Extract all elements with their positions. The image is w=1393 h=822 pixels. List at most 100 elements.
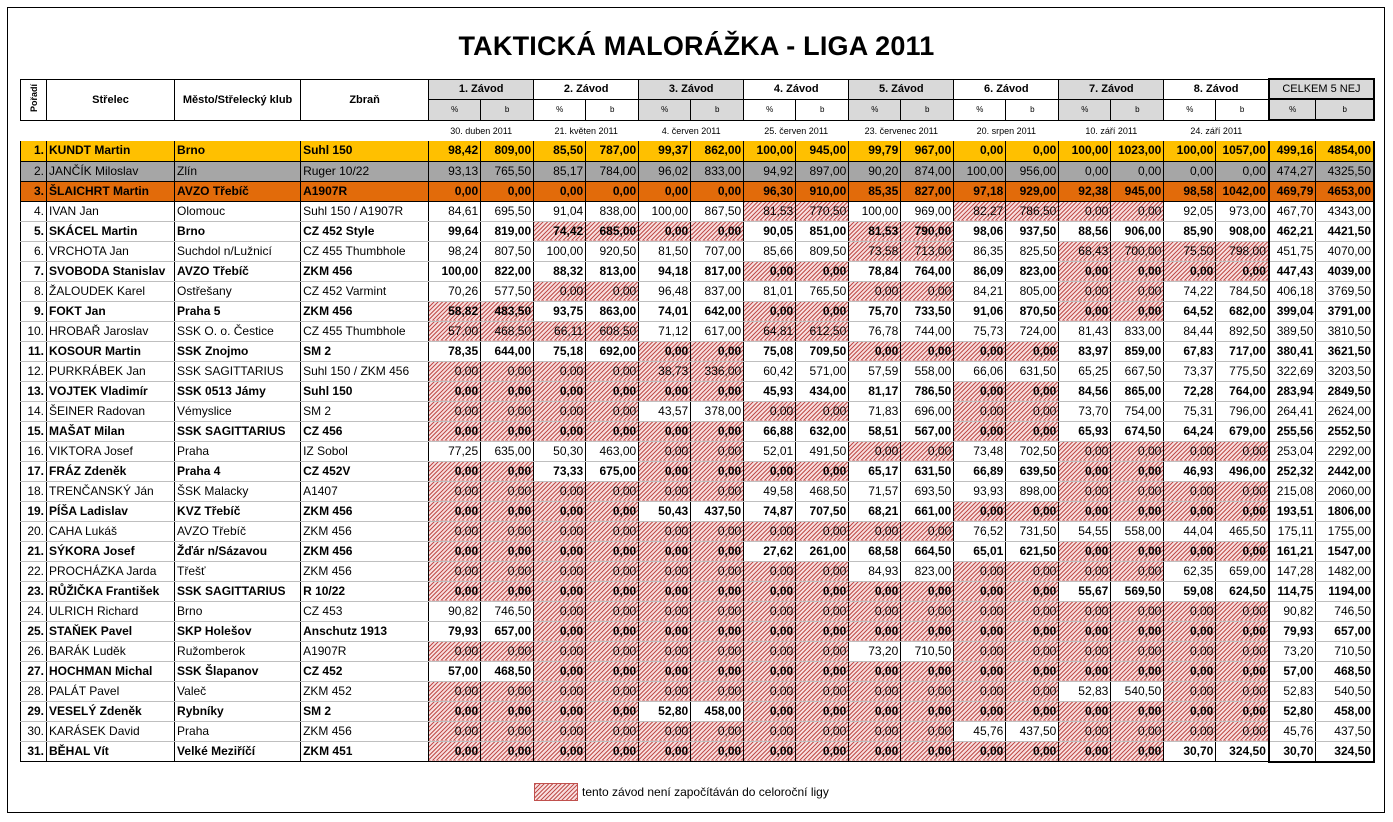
round-6-percent-cell: 66,06 bbox=[953, 361, 1007, 382]
table-row: 12. PURKRÁBEK Jan SSK SAGITTARIUS Suhl 150 … bbox=[20, 361, 1376, 382]
round-1-percent-cell: 0,00 bbox=[428, 741, 482, 762]
round-6-percent-cell: 75,73 bbox=[953, 321, 1007, 342]
club-cell: Žďár n/Sázavou bbox=[174, 541, 302, 562]
round-2-points-cell: 838,00 bbox=[585, 201, 640, 222]
round-8-points-cell: 682,00 bbox=[1215, 301, 1270, 322]
round-5-points-cell: 967,00 bbox=[900, 141, 955, 162]
rank-cell: 20. bbox=[20, 521, 47, 542]
table-row: 22. PROCHÁZKA Jarda Třešť ZKM 456 0,00 0,00 0,… bbox=[20, 561, 1376, 582]
round-1-points-cell: 657,00 bbox=[480, 621, 535, 642]
club-cell: SSK SAGITTARIUS bbox=[174, 361, 302, 382]
club-header: Město/Střelecký klub bbox=[174, 78, 302, 121]
round-2-percent-cell: 0,00 bbox=[533, 401, 587, 422]
weapon-cell: SM 2 bbox=[300, 701, 430, 722]
round-7-percent-cell: 88,56 bbox=[1058, 221, 1112, 242]
round-3-percent-cell: 0,00 bbox=[638, 441, 692, 462]
round-4-points-cell: 709,50 bbox=[795, 341, 850, 362]
round-3-points-cell: 707,00 bbox=[690, 241, 745, 262]
round-1-percent-cell: 70,26 bbox=[428, 281, 482, 302]
shooter-cell: TRENČANSKÝ Ján bbox=[45, 481, 176, 502]
round-3-percent-cell: 0,00 bbox=[638, 561, 692, 582]
rank-cell: 4. bbox=[20, 201, 47, 222]
round-5-percent-cell: 0,00 bbox=[848, 621, 902, 642]
round-2-points-cell: 685,00 bbox=[585, 221, 640, 242]
total-percent-cell: 283,94 bbox=[1267, 381, 1317, 402]
round-4-percent-cell: 27,62 bbox=[743, 541, 797, 562]
round-7-percent-cell: 65,25 bbox=[1058, 361, 1112, 382]
round-6-points-cell: 870,50 bbox=[1005, 301, 1060, 322]
round-1-percent-cell: 79,93 bbox=[428, 621, 482, 642]
shooter-cell: SÝKORA Josef bbox=[45, 541, 176, 562]
total-points-cell: 540,50 bbox=[1315, 681, 1376, 702]
total-percent-cell: 45,76 bbox=[1267, 721, 1317, 742]
round-7-percent-cell: 0,00 bbox=[1058, 721, 1112, 742]
rank-cell: 25. bbox=[20, 621, 47, 642]
total-percent-cell: 79,93 bbox=[1267, 621, 1317, 642]
round-5-percent-cell: 0,00 bbox=[848, 661, 902, 682]
round-1-points-cell: 644,00 bbox=[480, 341, 535, 362]
round-1-percent-cell: 0,00 bbox=[428, 461, 482, 482]
round-6-points-cell: 0,00 bbox=[1005, 381, 1060, 402]
round-7-points-cell: 667,50 bbox=[1110, 361, 1165, 382]
round-5-points-cell: 0,00 bbox=[900, 681, 955, 702]
round-3-percent-cell: 74,01 bbox=[638, 301, 692, 322]
round-6-percent-cell: 0,00 bbox=[953, 661, 1007, 682]
round-6-points-cell: 937,50 bbox=[1005, 221, 1060, 242]
round-2-percent-cell: 0,00 bbox=[533, 721, 587, 742]
rank-cell: 19. bbox=[20, 501, 47, 522]
total-points-cell: 4653,00 bbox=[1315, 181, 1376, 202]
round-8-points-cell: 908,00 bbox=[1215, 221, 1270, 242]
total-percent-cell: 57,00 bbox=[1267, 661, 1317, 682]
round-8-percent-cell: 0,00 bbox=[1163, 541, 1217, 562]
rank-cell: 8. bbox=[20, 281, 47, 302]
dates-spacer bbox=[21, 120, 429, 141]
round-6-points-cell: 0,00 bbox=[1005, 601, 1060, 622]
round-1-percent-cell: 0,00 bbox=[428, 561, 482, 582]
shooter-cell: KOSOUR Martin bbox=[45, 341, 176, 362]
round-8-percent-cell: 0,00 bbox=[1163, 261, 1217, 282]
round-7-percent-cell: 55,67 bbox=[1058, 581, 1112, 602]
shooter-cell: CAHA Lukáš bbox=[45, 521, 176, 542]
round-4-percent-cell: 52,01 bbox=[743, 441, 797, 462]
round-6-points-cell: 0,00 bbox=[1005, 701, 1060, 722]
round-4-percent-cell: 0,00 bbox=[743, 661, 797, 682]
shooter-cell: IVAN Jan bbox=[45, 201, 176, 222]
round-8-points-cell: 796,00 bbox=[1215, 401, 1270, 422]
round-4-points-cell: 612,50 bbox=[795, 321, 850, 342]
round-7-points-cell: 0,00 bbox=[1110, 721, 1165, 742]
round-2-percent-cell: 73,33 bbox=[533, 461, 587, 482]
round-1-points-cell: 468,50 bbox=[480, 661, 535, 682]
round-3-points-cell: 458,00 bbox=[690, 701, 745, 722]
total-percent-cell: 252,32 bbox=[1267, 461, 1317, 482]
round-5-percent-cell: 68,58 bbox=[848, 541, 902, 562]
round-6-points-cell: 621,50 bbox=[1005, 541, 1060, 562]
round-7-points-cell: 859,00 bbox=[1110, 341, 1165, 362]
round-1-points-cell: 635,00 bbox=[480, 441, 535, 462]
round-8-points-cell: 659,00 bbox=[1215, 561, 1270, 582]
round-3-percent-cell: 38,73 bbox=[638, 361, 692, 382]
round-4-percent-cell: 45,93 bbox=[743, 381, 797, 402]
total-percent-cell: 52,80 bbox=[1267, 701, 1317, 722]
round-3-points-cell: 0,00 bbox=[690, 681, 745, 702]
round-4-points-cell: 0,00 bbox=[795, 461, 850, 482]
table-row: 16. VIKTORA Josef Praha IZ Sobol 77,25 635,00… bbox=[20, 441, 1376, 462]
round-4-percent-cell: 94,92 bbox=[743, 161, 797, 182]
round-6-percent-subheader: % bbox=[953, 98, 1007, 121]
weapon-cell: R 10/22 bbox=[300, 581, 430, 602]
round-8-percent-cell: 75,31 bbox=[1163, 401, 1217, 422]
round-2-percent-cell: 93,75 bbox=[533, 301, 587, 322]
rank-cell: 28. bbox=[20, 681, 47, 702]
round-1-points-cell: 0,00 bbox=[480, 381, 535, 402]
table-row: 5. SKÁCEL Martin Brno CZ 452 Style 99,64 819,… bbox=[20, 221, 1376, 242]
round-6-date: 20. srpen 2011 bbox=[976, 125, 1036, 136]
round-1-percent-subheader: % bbox=[428, 98, 482, 121]
weapon-header: Zbraň bbox=[300, 78, 430, 121]
round-5-points-cell: 693,50 bbox=[900, 481, 955, 502]
legend-hatch-swatch bbox=[534, 783, 578, 801]
total-points-cell: 1482,00 bbox=[1315, 561, 1376, 582]
round-5-percent-cell: 68,21 bbox=[848, 501, 902, 522]
round-1-percent-cell: 78,35 bbox=[428, 341, 482, 362]
round-3-percent-cell: 0,00 bbox=[638, 741, 692, 762]
round-8-percent-cell: 72,28 bbox=[1163, 381, 1217, 402]
total-points-cell: 4421,50 bbox=[1315, 221, 1376, 242]
